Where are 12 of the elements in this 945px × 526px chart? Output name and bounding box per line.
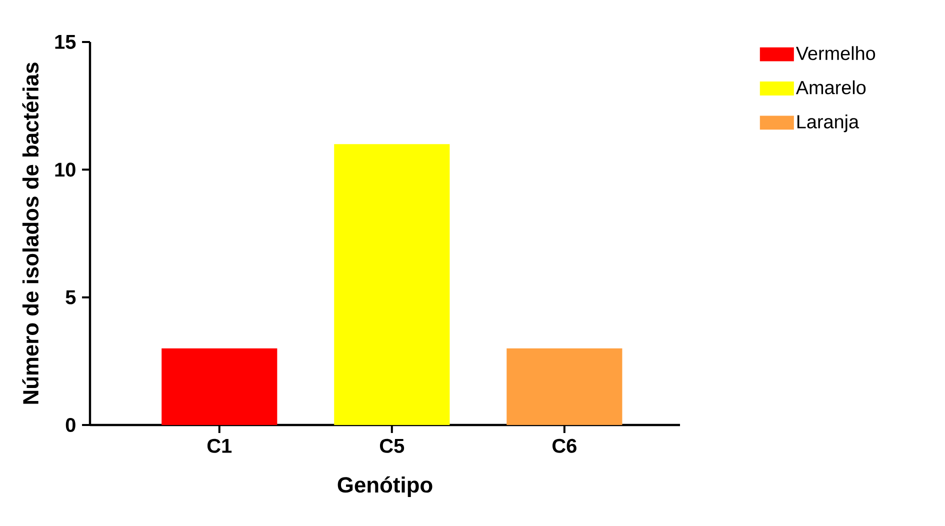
legend-label: Amarelo (796, 80, 866, 94)
y-tick-label: 15 (55, 35, 76, 49)
legend-label: Laranja (797, 114, 860, 132)
y-tick-label: 0 (66, 418, 76, 432)
legend-label: Vermelho (796, 46, 876, 60)
y-tick-label: 10 (55, 162, 76, 177)
x-tick-label: C5 (380, 438, 404, 453)
y-tick-label: 5 (66, 290, 76, 304)
x-tick-label: C1 (207, 438, 232, 453)
y-axis-title: Número de isolados de bactérias (22, 62, 39, 404)
x-axis-title: Genótipo (338, 476, 432, 497)
x-tick-label: C6 (552, 438, 576, 453)
